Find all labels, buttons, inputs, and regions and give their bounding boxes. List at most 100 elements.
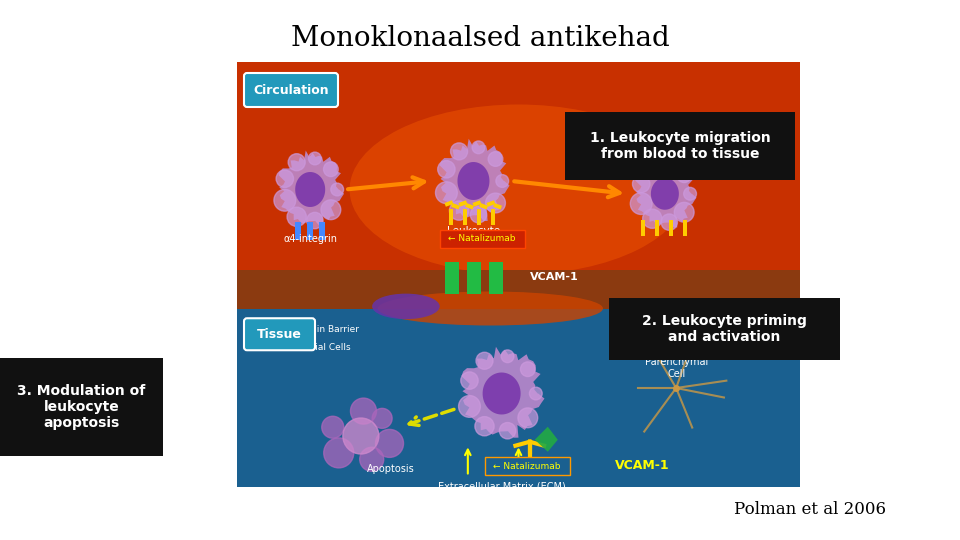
Bar — [609, 298, 840, 360]
Circle shape — [276, 170, 294, 187]
Circle shape — [436, 182, 457, 204]
Circle shape — [475, 417, 494, 436]
Text: α4-integrin: α4-integrin — [283, 233, 337, 244]
Circle shape — [472, 141, 485, 154]
Circle shape — [674, 202, 694, 222]
Bar — [295, 221, 301, 240]
Circle shape — [517, 408, 538, 428]
Circle shape — [450, 143, 468, 160]
Polygon shape — [636, 158, 697, 227]
Circle shape — [470, 206, 487, 223]
Text: Parenchymal
Cell: Parenchymal Cell — [644, 357, 708, 379]
Bar — [468, 262, 481, 294]
Circle shape — [633, 175, 650, 193]
Circle shape — [331, 183, 344, 196]
Circle shape — [496, 174, 509, 187]
Text: ← Natalizumab: ← Natalizumab — [448, 234, 516, 244]
Text: Extracellular Matrix (ECM): Extracellular Matrix (ECM) — [438, 481, 565, 491]
Text: Apoptosis: Apoptosis — [367, 464, 415, 474]
Circle shape — [520, 362, 535, 376]
Bar — [465, 203, 474, 210]
Circle shape — [375, 429, 403, 457]
Text: 1. Leukocyte migration
from blood to tissue: 1. Leukocyte migration from blood to tis… — [589, 131, 770, 161]
Bar — [487, 200, 495, 207]
Bar — [655, 220, 659, 236]
Polygon shape — [462, 347, 544, 438]
Circle shape — [486, 193, 505, 213]
Bar — [0, 358, 163, 456]
FancyBboxPatch shape — [244, 73, 338, 107]
Circle shape — [324, 162, 338, 177]
Bar — [459, 200, 468, 207]
Bar — [492, 209, 495, 225]
FancyBboxPatch shape — [244, 318, 315, 350]
Circle shape — [501, 350, 514, 363]
Circle shape — [529, 387, 542, 400]
Bar — [319, 221, 325, 240]
Circle shape — [372, 408, 392, 428]
Circle shape — [661, 214, 678, 230]
Circle shape — [449, 201, 468, 220]
Ellipse shape — [349, 105, 687, 274]
Circle shape — [322, 416, 344, 438]
Polygon shape — [237, 300, 800, 487]
Circle shape — [360, 447, 384, 471]
Bar — [307, 221, 313, 240]
Circle shape — [350, 398, 376, 424]
Bar — [237, 270, 800, 308]
Bar — [449, 209, 453, 225]
Bar — [485, 457, 569, 475]
Bar — [479, 203, 488, 210]
Bar — [669, 220, 673, 236]
Circle shape — [677, 168, 691, 183]
Circle shape — [631, 193, 652, 214]
Text: Tissue: Tissue — [257, 328, 302, 341]
Text: Endothelial Cells: Endothelial Cells — [276, 342, 350, 352]
Circle shape — [663, 159, 676, 172]
Circle shape — [287, 207, 306, 226]
Bar — [490, 262, 503, 294]
Bar — [683, 220, 687, 236]
Circle shape — [476, 352, 493, 369]
Bar — [493, 203, 502, 210]
Text: ← Natalizumab: ← Natalizumab — [493, 462, 561, 471]
Bar — [477, 209, 482, 225]
Circle shape — [499, 422, 516, 439]
Text: 3. Modulation of
leukocyte
apoptosis: 3. Modulation of leukocyte apoptosis — [17, 384, 146, 430]
Bar — [472, 200, 481, 207]
Text: 2. Leukocyte priming
and activation: 2. Leukocyte priming and activation — [642, 314, 807, 344]
Ellipse shape — [372, 294, 440, 319]
Circle shape — [306, 212, 324, 229]
Text: Circulation: Circulation — [253, 84, 329, 97]
Polygon shape — [483, 373, 520, 415]
Bar — [451, 203, 460, 210]
Circle shape — [489, 152, 503, 166]
Circle shape — [343, 418, 379, 454]
Text: Polman et al 2006: Polman et al 2006 — [734, 502, 886, 518]
Bar — [444, 200, 453, 207]
Circle shape — [644, 160, 660, 177]
Circle shape — [459, 395, 480, 417]
Polygon shape — [296, 172, 325, 207]
Circle shape — [321, 200, 341, 220]
Bar — [445, 262, 459, 294]
Text: Monoklonaalsed antikehad: Monoklonaalsed antikehad — [291, 24, 669, 51]
Text: VCAM-1: VCAM-1 — [615, 459, 670, 472]
Polygon shape — [237, 62, 800, 300]
Text: Leukocyte: Leukocyte — [447, 226, 500, 236]
Bar — [464, 209, 468, 225]
Text: VCAM-1: VCAM-1 — [530, 272, 579, 282]
Bar — [440, 230, 525, 248]
Bar — [565, 112, 795, 180]
Polygon shape — [458, 162, 490, 200]
Bar — [641, 220, 645, 236]
Polygon shape — [651, 178, 679, 210]
Circle shape — [308, 152, 322, 165]
Polygon shape — [278, 151, 344, 226]
Circle shape — [461, 372, 478, 389]
Circle shape — [288, 154, 305, 171]
Polygon shape — [440, 139, 510, 221]
Circle shape — [642, 209, 661, 228]
Circle shape — [274, 190, 296, 211]
Circle shape — [324, 438, 353, 468]
